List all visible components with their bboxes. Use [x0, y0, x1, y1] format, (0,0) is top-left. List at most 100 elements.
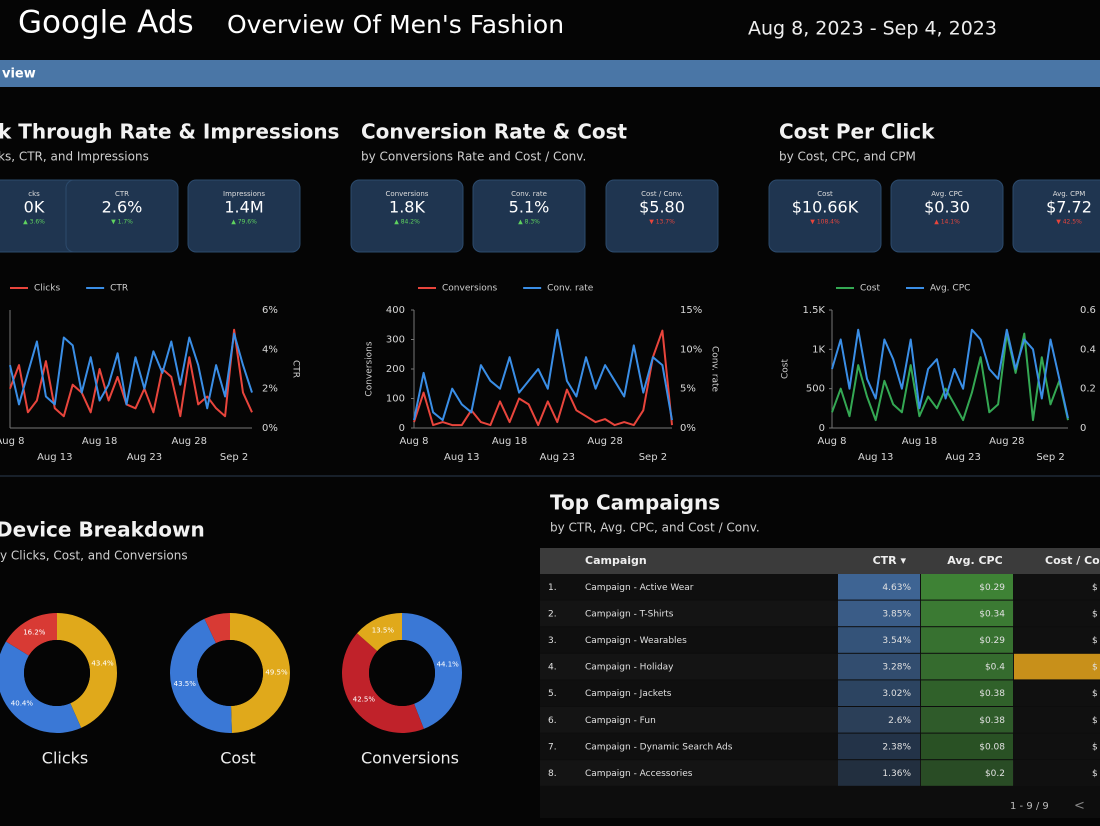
cpc-cell [921, 574, 1013, 600]
kpi-label: Cost / Conv. [641, 190, 683, 198]
y-tick-label: 0 [399, 423, 405, 434]
y-tick-label: 500 [806, 384, 825, 395]
donut-hole [197, 640, 263, 706]
kpi-value: 1.4M [224, 198, 263, 217]
table-cell: Campaign - Dynamic Search Ads [585, 742, 733, 752]
kpi-card [187, 179, 301, 253]
kpi-card [472, 179, 586, 253]
panel-subtitle: ks, CTR, and Impressions [0, 150, 149, 164]
kpi-value: 2.6% [102, 198, 143, 217]
table-cell: $ [1092, 689, 1098, 699]
y-tick-label: 200 [386, 364, 405, 375]
legend-label: Conv. rate [547, 284, 594, 294]
kpi-label: Avg. CPM [1053, 190, 1086, 198]
donut-title: Clicks [42, 749, 88, 768]
kpi-card [350, 179, 464, 253]
cpc-cell [921, 733, 1013, 760]
y-tick-label: 300 [386, 335, 405, 346]
series-line [831, 328, 1069, 419]
cost-cell [1014, 653, 1100, 680]
table-cell: $0.08 [979, 742, 1005, 752]
y2-tick-label: 4% [262, 344, 278, 355]
ctr-cell [838, 733, 920, 760]
x-tick-label: Aug 28 [989, 436, 1024, 447]
x-tick-label: Aug 23 [945, 452, 980, 463]
table-cell: $ [1092, 636, 1098, 646]
x-tick-label: Sep 2 [220, 452, 248, 463]
kpi-label: Conversions [386, 190, 429, 198]
panel-subtitle: by Conversions Rate and Cost / Conv. [361, 150, 586, 164]
ctr-cell [838, 627, 920, 653]
cost-cell [1014, 707, 1100, 733]
slice-label: 13.5% [372, 627, 395, 635]
y2-tick-label: 10% [680, 344, 702, 355]
prev-page[interactable]: < [1074, 799, 1085, 814]
ctr-cell [838, 707, 920, 733]
y-tick-label: 0 [819, 423, 825, 434]
panel-title: k Through Rate & Impressions [0, 120, 339, 144]
slice-label: 42.5% [353, 696, 376, 704]
y2-axis-title: Conv. rate [710, 346, 720, 393]
cpc-cell [921, 760, 1013, 786]
x-tick-label: Aug 8 [817, 436, 846, 447]
legend-label: Conversions [442, 284, 497, 294]
x-tick-label: Aug 13 [858, 452, 893, 463]
table-subtitle: by CTR, Avg. CPC, and Cost / Conv. [550, 521, 760, 535]
donut-slice [5, 613, 58, 656]
cost-cell [1014, 600, 1100, 627]
column-header: Campaign [585, 554, 647, 567]
kpi-card [768, 179, 882, 253]
kpi-card [1012, 179, 1100, 253]
table-cell: 7. [548, 742, 557, 752]
slice-label: 43.4% [91, 659, 114, 667]
x-tick-label: Aug 23 [127, 452, 162, 463]
column-header: CTR ▾ [873, 554, 907, 567]
table-cell: $0.38 [979, 689, 1005, 699]
section-label: view [2, 67, 36, 82]
table-cell: $ [1092, 609, 1098, 619]
panel-subtitle: by Cost, CPC, and CPM [779, 150, 916, 164]
kpi-label: Impressions [223, 190, 265, 198]
legend-label: Cost [860, 284, 880, 294]
y2-tick-label: 0.6 [1080, 305, 1096, 316]
y-axis-title: Conversions [365, 341, 375, 396]
ctr-cell [838, 680, 920, 706]
cpc-cell [921, 680, 1013, 706]
table-cell: $0.29 [979, 636, 1005, 646]
table-cell: Campaign - Jackets [585, 689, 672, 699]
table-cell: 2. [548, 609, 557, 619]
kpi-label: Avg. CPC [931, 190, 963, 198]
table-cell: 3.85% [882, 609, 911, 619]
table-cell: 3.28% [882, 663, 911, 673]
column-header: Avg. CPC [947, 554, 1002, 567]
ctr-cell [838, 653, 920, 680]
x-tick-label: Aug 18 [492, 436, 527, 447]
y-axis-title: Cost [781, 359, 791, 379]
kpi-delta: ▼ 42.5% [1056, 219, 1082, 226]
kpi-value: 5.1% [509, 198, 550, 217]
table-cell: 2.38% [882, 742, 911, 752]
table-title: Top Campaigns [550, 491, 720, 515]
table-cell: 3. [548, 636, 557, 646]
donut-slice [230, 613, 291, 733]
y2-tick-label: 0% [262, 423, 278, 434]
kpi-delta: ▲ 79.6% [231, 219, 257, 226]
panel-title: Cost Per Click [779, 120, 935, 144]
report-title: Overview Of Men's Fashion [227, 10, 564, 39]
series-line [831, 332, 1069, 422]
y2-tick-label: 15% [680, 305, 702, 316]
cost-cell [1014, 760, 1100, 786]
date-range[interactable]: Aug 8, 2023 - Sep 4, 2023 [748, 18, 997, 40]
table-cell: 3.54% [882, 636, 911, 646]
donut-slice [342, 633, 424, 733]
legend-label: CTR [110, 284, 128, 294]
kpi-label: CTR [115, 190, 129, 198]
device-subtitle: y Clicks, Cost, and Conversions [0, 549, 188, 563]
table-row [540, 760, 1100, 786]
series-line [413, 328, 673, 422]
x-tick-label: Aug 28 [587, 436, 622, 447]
x-tick-label: Aug 18 [82, 436, 117, 447]
y2-tick-label: 0% [680, 423, 696, 434]
legend-label: Avg. CPC [930, 284, 970, 294]
